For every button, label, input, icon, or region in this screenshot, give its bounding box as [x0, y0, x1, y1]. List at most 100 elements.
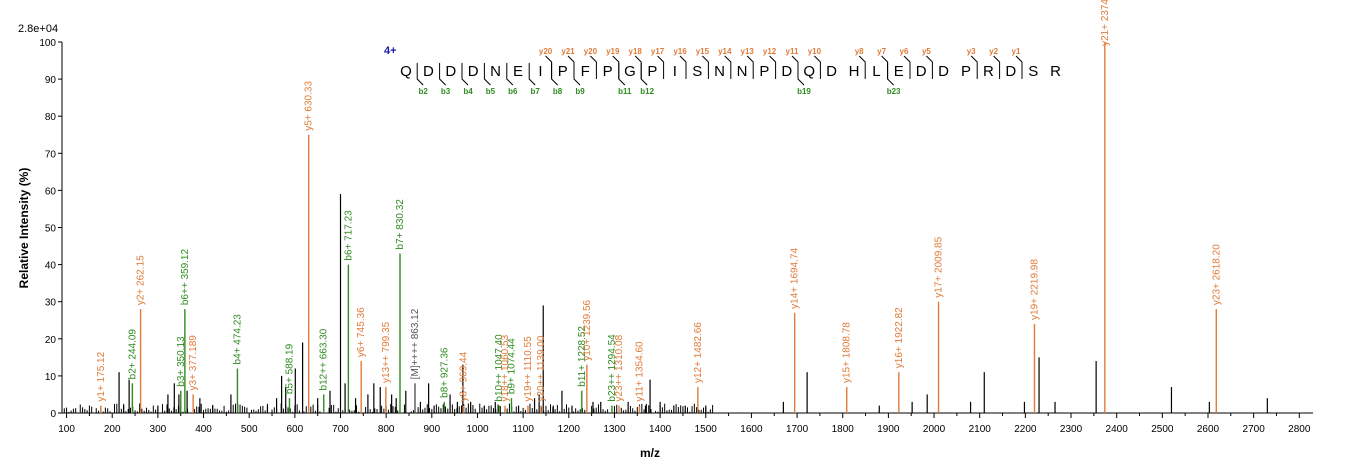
- b-ion-cleavage-mark: [416, 63, 424, 86]
- sequence-residue: P: [961, 63, 971, 80]
- peak-label: y23++ 1310.08: [614, 334, 625, 401]
- sequence-residue: D: [781, 63, 792, 80]
- x-tick-label: 2100: [969, 424, 992, 435]
- y-ion-index: y15: [696, 47, 710, 56]
- y-tick-label: 100: [39, 38, 56, 49]
- peak-label: y15+ 1808.78: [842, 322, 853, 383]
- peak-label: y12+ 1482.66: [693, 322, 704, 383]
- y-ion-index: y18: [629, 47, 643, 56]
- y-ion-index: y3: [967, 47, 976, 56]
- b-ion-index: b5: [486, 87, 496, 96]
- y-ion-index: y20: [539, 47, 553, 56]
- b-ion-cleavage-mark: [439, 63, 446, 86]
- y-tick-label: 10: [45, 372, 57, 383]
- peak-label: y8+ 969.44: [459, 351, 470, 401]
- b-ion-cleavage-mark: [551, 63, 558, 86]
- peak-label: y16+ 1922.82: [894, 307, 905, 368]
- y-ion-index: y1: [1012, 47, 1021, 56]
- x-axis-title: m/z: [640, 446, 660, 460]
- b-ion-index: b19: [797, 87, 811, 96]
- y-ion-index: y19: [606, 47, 620, 56]
- sequence-residue: N: [737, 63, 748, 80]
- peak-label: y1+ 175.12: [96, 351, 107, 401]
- y-ion-cleavage-mark: [590, 55, 597, 79]
- sequence-residue: E: [513, 63, 523, 80]
- y-tick-label: 90: [45, 75, 57, 86]
- y-ion-cleavage-mark: [567, 55, 575, 79]
- peak-label: y5+ 630.33: [304, 81, 315, 131]
- x-tick-label: 1300: [603, 424, 626, 435]
- y-ion-cleavage-mark: [612, 55, 620, 79]
- sequence-residue: Q: [803, 63, 815, 80]
- peak-label: y18++ 1060.53: [500, 334, 511, 401]
- peaks-group: [63, 42, 1268, 413]
- y-ion-index: y8: [855, 47, 864, 56]
- y-tick-label: 20: [45, 335, 57, 346]
- y-ion-index: y6: [900, 47, 909, 56]
- y-ion-cleavage-mark: [545, 55, 553, 79]
- b-ion-index: b11: [618, 87, 632, 96]
- y-ion-cleavage-mark: [1015, 55, 1023, 79]
- sequence-residue: D: [445, 63, 456, 80]
- peak-label: y14+ 1694.74: [790, 248, 801, 309]
- peak-label: b8+ 927.36: [439, 347, 450, 398]
- sequence-residue: N: [714, 63, 725, 80]
- x-tick-label: 1700: [786, 424, 809, 435]
- sequence-residue: H: [849, 63, 860, 80]
- x-tick-label: 100: [58, 424, 75, 435]
- peak-label: b9+ 1074.44: [506, 338, 517, 394]
- sequence-residue: P: [647, 63, 657, 80]
- y-ion-cleavage-mark: [926, 55, 933, 79]
- peak-label: b11+ 1228.52: [577, 326, 588, 387]
- y-ion-index: y7: [877, 47, 886, 56]
- y-ion-index: y2: [989, 47, 998, 56]
- y-ion-cleavage-mark: [657, 55, 665, 79]
- y-ion-index: y5: [922, 47, 931, 56]
- x-tick-label: 1200: [558, 424, 581, 435]
- sequence-residue: L: [872, 63, 880, 80]
- y-tick-label: 60: [45, 186, 57, 197]
- sequence-residue: P: [759, 63, 769, 80]
- x-tick-label: 1500: [695, 424, 718, 435]
- b-ion-index: b8: [553, 87, 563, 96]
- b-ion-cleavage-mark: [506, 63, 514, 86]
- x-tick-label: 1800: [832, 424, 855, 435]
- b-ion-cleavage-mark: [528, 63, 536, 86]
- peak-labels-group: y1+ 175.12 b2+ 244.09 y2+ 262.15 b3+ 350.13…: [96, 0, 1222, 402]
- x-tick-label: 2600: [1197, 424, 1220, 435]
- peak-label: y19+ 2219.98: [1029, 259, 1040, 320]
- peak-label: b7+ 830.32: [395, 199, 406, 250]
- sequence-residue: E: [894, 63, 904, 80]
- x-tick-label: 1000: [466, 424, 489, 435]
- x-tick-label: 900: [423, 424, 440, 435]
- b-ion-index: b4: [463, 87, 473, 96]
- peak-label: y2+ 262.15: [136, 255, 147, 305]
- y-ion-index: y14: [718, 47, 732, 56]
- x-tick-label: 2000: [923, 424, 946, 435]
- x-tick-label: 700: [332, 424, 349, 435]
- y-ion-index: y12: [763, 47, 777, 56]
- peak-label: b4+ 474.23: [232, 314, 243, 365]
- y-ion-index: y17: [651, 47, 665, 56]
- y-ion-cleavage-mark: [702, 55, 709, 79]
- peak-label: b2+ 244.09: [127, 329, 138, 380]
- y-ion-index: y13: [741, 47, 755, 56]
- peak-label: y13++ 799.35: [381, 321, 392, 383]
- peak-label: b10++ 1047.40: [494, 334, 505, 402]
- peak-label: y19++ 1110.55: [523, 336, 534, 402]
- x-tick-label: 1400: [649, 424, 672, 435]
- b-ion-cleavage-mark: [887, 63, 894, 86]
- y-ion-cleavage-mark: [769, 55, 777, 79]
- y-ion-index: y10: [808, 47, 822, 56]
- y-ion-cleavage-mark: [679, 55, 687, 79]
- peak-label: y3+ 377.189: [188, 335, 199, 391]
- y-tick-label: 80: [45, 112, 57, 123]
- y-axis-title: Relative Intensity (%): [17, 168, 31, 289]
- sequence-residue: I: [538, 63, 542, 80]
- y-ion-cleavage-mark: [903, 55, 911, 79]
- peak-label: y20++ 1139.00: [536, 335, 547, 401]
- peak-label: y17+ 2009.85: [934, 236, 945, 297]
- x-tick-label: 1600: [740, 424, 763, 435]
